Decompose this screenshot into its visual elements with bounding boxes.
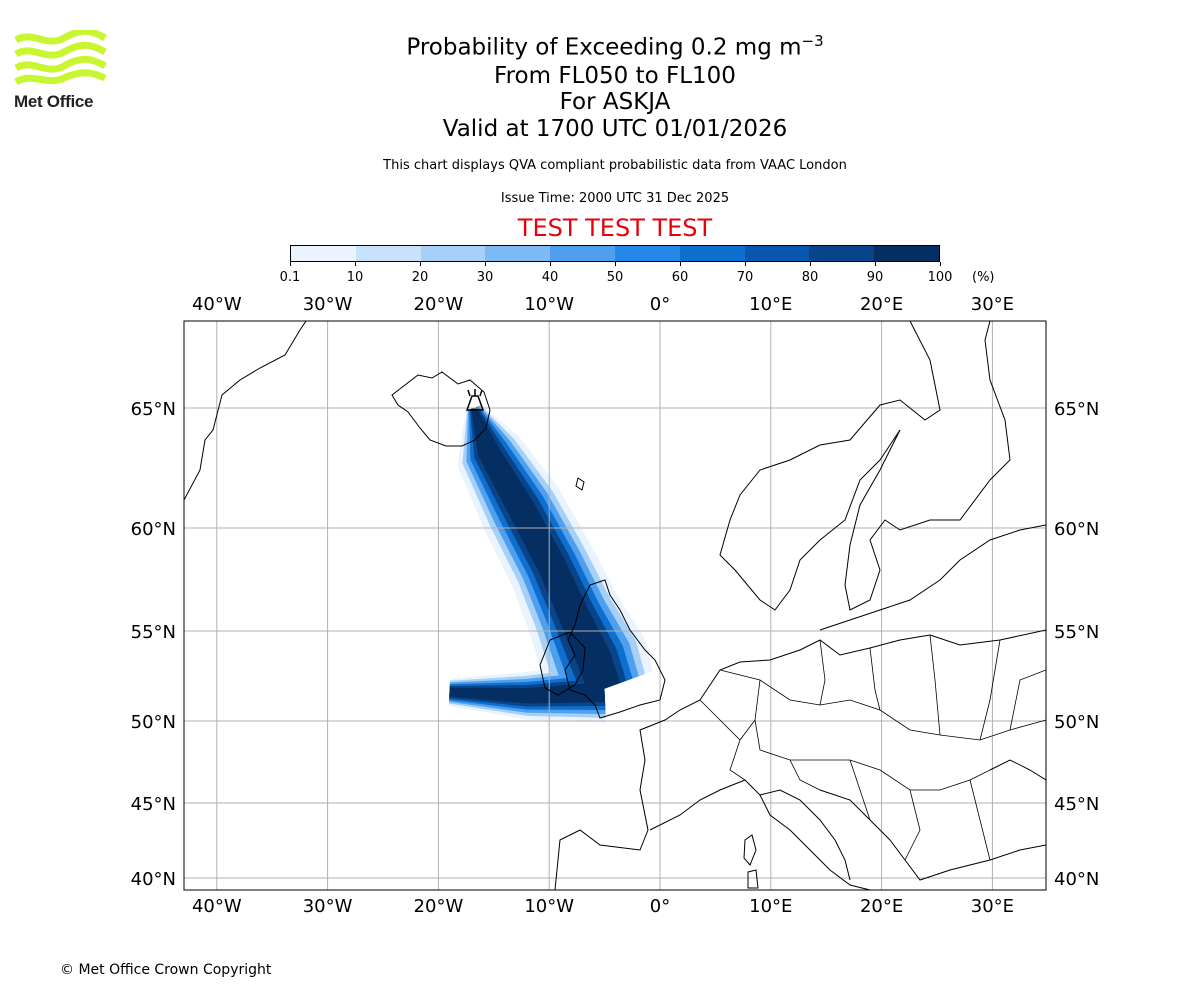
colorbar-segment [420, 246, 486, 261]
mediterranean-coast [649, 779, 871, 890]
latitude-label: 50°N [131, 712, 176, 733]
colorbar-segment [809, 246, 875, 261]
colorbar-unit: (%) [972, 270, 995, 285]
title-line-2: From FL050 to FL100 [494, 63, 736, 89]
longitude-label: 30°E [971, 294, 1014, 315]
colorbar-tick-label: 30 [476, 270, 494, 285]
colorbar-tick-mark [290, 262, 291, 266]
country-borders [699, 634, 1046, 861]
colorbar-segment [614, 246, 680, 261]
map-frame [183, 320, 1047, 891]
test-banner: TEST TEST TEST [517, 214, 713, 242]
black-sea-coast [989, 759, 1046, 781]
colorbar-segment [679, 246, 745, 261]
faroe-islands [575, 477, 585, 491]
colorbar-tick-mark [940, 262, 941, 266]
longitude-label: 10°W [524, 896, 574, 917]
baltic-coast [819, 524, 1046, 631]
latitude-label: 45°N [131, 794, 176, 815]
colorbar-tick-label: 90 [866, 270, 884, 285]
colorbar-tick-label: 40 [541, 270, 559, 285]
longitude-label: 30°W [303, 896, 353, 917]
colorbar-tick-mark [355, 262, 356, 266]
colorbar-segment [291, 246, 356, 261]
latitude-label: 60°N [1054, 519, 1099, 540]
longitude-label: 10°E [749, 294, 792, 315]
greenland-coastline [184, 321, 307, 501]
longitude-label: 40°W [192, 294, 242, 315]
title-line-4: Valid at 1700 UTC 01/01/2026 [442, 116, 788, 142]
latitude-label: 45°N [1054, 794, 1099, 815]
colorbar-tick-mark [875, 262, 876, 266]
colorbar-segment [874, 246, 939, 261]
colorbar-tick-mark [680, 262, 681, 266]
colorbar-segment [550, 246, 615, 261]
issue-time: Issue Time: 2000 UTC 31 Dec 2025 [500, 191, 730, 206]
latitude-label: 40°N [131, 869, 176, 890]
colorbar-segment [744, 246, 810, 261]
colorbar-tick-mark [485, 262, 486, 266]
colorbar-tick-mark [550, 262, 551, 266]
colorbar-segment [485, 246, 551, 261]
plume-probability-band [449, 682, 606, 704]
latitude-label: 65°N [131, 399, 176, 420]
colorbar-segment [355, 246, 421, 261]
ash-probability-plume [448, 405, 653, 723]
latitude-label: 40°N [1054, 869, 1099, 890]
colorbar-tick-label: 0.1 [279, 270, 301, 285]
latitude-label: 50°N [1054, 712, 1099, 733]
subtitle: This chart displays QVA compliant probab… [383, 158, 847, 173]
met-office-logo [14, 30, 107, 86]
colorbar [290, 245, 940, 262]
colorbar-tick-label: 70 [736, 270, 754, 285]
longitude-label: 10°W [524, 294, 574, 315]
longitude-label: 20°E [860, 896, 903, 917]
colorbar-tick-label: 10 [346, 270, 364, 285]
longitude-label: 30°E [971, 896, 1014, 917]
axis-labels: 40°W 40°W 30°W 30°W 20°W 20°W 10°W 10°W 0° 0° 10°E… [131, 294, 1100, 917]
balkans-coastline [819, 789, 1046, 881]
continental-coastline [554, 629, 1046, 890]
longitude-label: 20°W [414, 294, 464, 315]
great-britain-coastline [564, 579, 666, 719]
title-line-1: Probability of Exceeding 0.2 mg m−3 [406, 32, 824, 61]
longitude-label: 10°E [749, 896, 792, 917]
italy-coastline [759, 789, 851, 881]
longitude-label: 20°W [414, 896, 464, 917]
latitude-label: 60°N [131, 519, 176, 540]
longitude-label: 30°W [303, 294, 353, 315]
colorbar-tick-mark [745, 262, 746, 266]
corsica-sardinia [743, 834, 759, 889]
title-line-3: For ASKJA [559, 89, 671, 115]
longitude-label: 20°E [860, 294, 903, 315]
plume-probability-band [471, 407, 621, 695]
map-gridlines [184, 321, 1046, 890]
ireland-coastline [539, 631, 586, 696]
colorbar-tick-mark [810, 262, 811, 266]
sweden-finland [844, 321, 1011, 611]
iceland-coastline [391, 371, 491, 447]
longitude-label: 0° [650, 294, 670, 315]
longitude-label: 40°W [192, 896, 242, 917]
coastlines-and-borders [184, 321, 1046, 890]
norway-coastline [719, 321, 941, 611]
latitude-label: 65°N [1054, 399, 1099, 420]
latitude-label: 55°N [1054, 622, 1099, 643]
colorbar-tick-label: 100 [927, 270, 953, 285]
copyright: © Met Office Crown Copyright [60, 962, 272, 978]
met-office-logo-text: Met Office [14, 92, 94, 111]
longitude-label: 0° [650, 896, 670, 917]
colorbar-tick-mark [420, 262, 421, 266]
volcano-icon [465, 389, 485, 411]
colorbar-tick-label: 60 [671, 270, 689, 285]
latitude-label: 55°N [131, 622, 176, 643]
colorbar-tick-label: 50 [606, 270, 624, 285]
colorbar-tick-label: 20 [411, 270, 429, 285]
colorbar-tick-mark [615, 262, 616, 266]
colorbar-tick-label: 80 [801, 270, 819, 285]
